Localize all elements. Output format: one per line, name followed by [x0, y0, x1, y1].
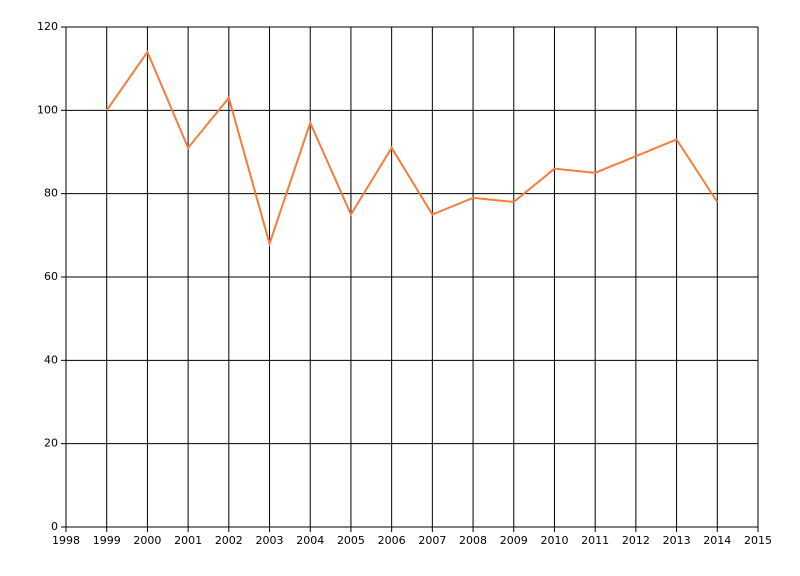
- x-tick-label: 2007: [418, 534, 446, 547]
- x-tick-label: 1998: [52, 534, 80, 547]
- x-tick-label: 2008: [459, 534, 487, 547]
- x-tick-label: 2006: [378, 534, 406, 547]
- x-tick-label: 2002: [215, 534, 243, 547]
- x-tick-label: 2004: [296, 534, 324, 547]
- y-tick-label: 100: [37, 103, 58, 116]
- x-tick-label: 2009: [500, 534, 528, 547]
- y-tick-label: 40: [44, 353, 58, 366]
- x-tick-label: 2015: [744, 534, 772, 547]
- y-tick-label: 80: [44, 187, 58, 200]
- x-tick-label: 2003: [256, 534, 284, 547]
- x-tick-label: 1999: [93, 534, 121, 547]
- data-line: [105, 49, 719, 248]
- x-tick-label: 2013: [663, 534, 691, 547]
- y-tick-label: 120: [37, 20, 58, 33]
- x-tick-label: 2011: [581, 534, 609, 547]
- x-tick-label: 2014: [703, 534, 731, 547]
- y-tick-label: 0: [51, 520, 58, 533]
- y-tick-label: 20: [44, 437, 58, 450]
- x-tick-label: 2001: [174, 534, 202, 547]
- x-tick-label: 2010: [540, 534, 568, 547]
- y-tick-label: 60: [44, 270, 58, 283]
- x-tick-label: 2000: [133, 534, 161, 547]
- x-tick-label: 2005: [337, 534, 365, 547]
- x-tick-label: 2012: [622, 534, 650, 547]
